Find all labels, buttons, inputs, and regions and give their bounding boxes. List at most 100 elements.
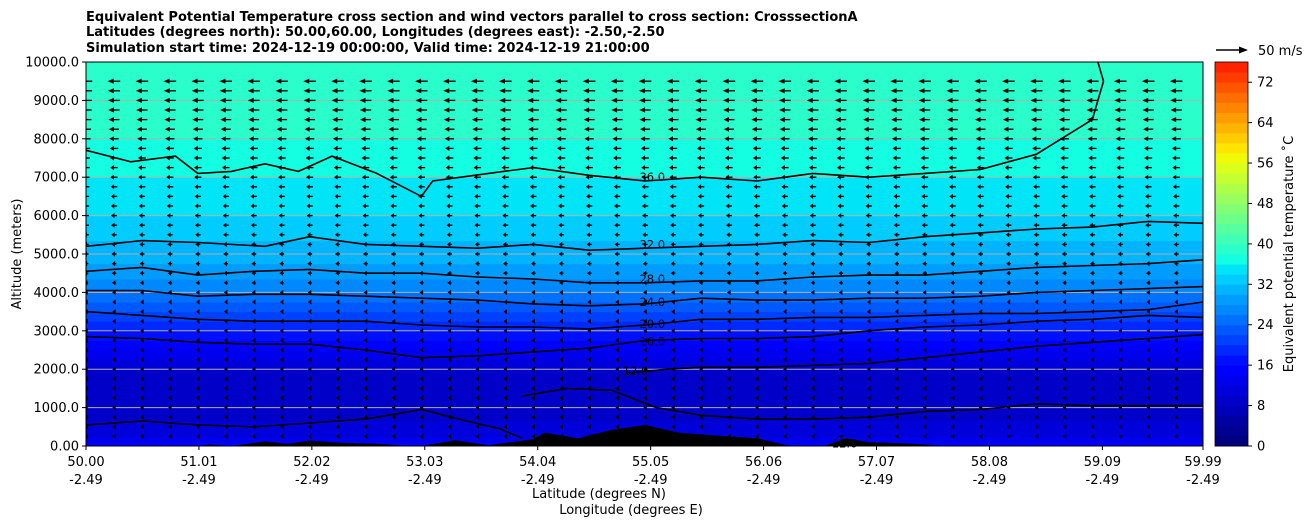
wind-vector: [783, 366, 787, 372]
wind-vector: [139, 280, 145, 286]
wind-vector: [587, 309, 591, 315]
vector-head: [166, 213, 171, 219]
wind-vector: [196, 376, 200, 382]
vector-head: [391, 433, 396, 439]
vector-head: [279, 347, 284, 353]
vector-head: [810, 261, 814, 267]
vector-head: [556, 126, 562, 132]
vector-head: [447, 347, 452, 353]
vector-head: [698, 241, 702, 247]
wind-vector: [978, 280, 983, 286]
wind-vector: [248, 117, 260, 123]
wind-vector: [585, 165, 593, 171]
wind-vector: [838, 241, 844, 247]
vector-head: [1060, 155, 1065, 161]
vector-head: [1174, 357, 1178, 363]
wind-vector: [1034, 395, 1039, 401]
wind-vector: [976, 165, 985, 171]
theta-e-band: [86, 198, 1203, 201]
vector-head: [1114, 97, 1121, 103]
wind-vector: [727, 347, 731, 353]
vector-head: [976, 174, 981, 180]
vector-head: [1058, 97, 1065, 103]
wind-vector: [475, 414, 480, 420]
wind-vector: [531, 376, 535, 382]
vector-head: [447, 289, 451, 295]
wind-vector: [474, 232, 481, 238]
vector-head: [1088, 174, 1093, 180]
wind-vector: [473, 174, 481, 180]
wind-vector: [753, 193, 761, 199]
wind-vector: [307, 433, 312, 439]
wind-vector: [136, 126, 147, 132]
vector-head: [224, 337, 228, 343]
wind-vector: [443, 78, 456, 84]
wind-vector: [615, 366, 619, 372]
wind-vector: [611, 117, 623, 123]
wind-vector: [922, 270, 927, 276]
vector-head: [754, 232, 758, 238]
vector-head: [446, 251, 451, 257]
wind-vector: [446, 213, 453, 219]
wind-vector: [697, 184, 705, 190]
wind-vector: [1146, 337, 1150, 343]
wind-vector: [112, 289, 116, 295]
wind-vector: [838, 280, 843, 286]
vector-head: [335, 270, 339, 276]
vector-head: [1006, 299, 1011, 305]
wind-vector: [949, 203, 956, 209]
wind-vector: [811, 405, 815, 411]
wind-vector: [1062, 261, 1067, 267]
vector-head: [922, 385, 927, 391]
vector-head: [81, 127, 86, 132]
vector-head: [1062, 433, 1067, 439]
vector-head: [866, 376, 871, 382]
vector-head: [447, 405, 452, 411]
wind-vector: [1118, 395, 1123, 401]
wind-vector: [1146, 433, 1150, 439]
wind-vector: [950, 366, 955, 372]
wind-vector: [304, 117, 316, 123]
wind-vector: [557, 174, 565, 180]
wind-vector: [136, 97, 148, 103]
wind-vector: [363, 251, 369, 257]
wind-vector: [362, 193, 369, 199]
vector-head: [864, 145, 869, 151]
vector-head: [419, 357, 424, 363]
vector-head: [1118, 337, 1123, 343]
vector-head: [1006, 424, 1011, 430]
vector-head: [894, 309, 899, 315]
wind-vector: [615, 318, 619, 324]
wind-vector: [277, 145, 286, 151]
vector-head: [359, 97, 366, 103]
vector-head: [361, 174, 366, 180]
wind-vector: [363, 357, 368, 363]
vector-head: [666, 78, 673, 84]
vector-head: [168, 366, 172, 372]
wind-vector: [362, 184, 369, 190]
wind-vector: [390, 184, 397, 190]
wind-vector: [838, 270, 844, 276]
vector-head: [140, 328, 144, 334]
wind-vector: [1116, 165, 1125, 171]
vector-head: [475, 280, 479, 286]
vector-head: [140, 357, 144, 363]
vector-head: [250, 203, 255, 209]
vector-head: [950, 270, 954, 276]
vector-head: [670, 261, 675, 267]
vector-head: [866, 347, 871, 353]
wind-vector: [638, 88, 652, 94]
vector-head: [643, 309, 647, 315]
vector-head: [418, 222, 422, 228]
vector-head: [447, 337, 452, 343]
vector-head: [1146, 280, 1150, 286]
vector-head: [671, 299, 675, 305]
vector-head: [1034, 261, 1038, 267]
wind-vector: [222, 203, 229, 209]
vector-head: [1002, 78, 1009, 84]
vector-head: [750, 78, 757, 84]
wind-vector: [1090, 357, 1095, 363]
vector-head: [333, 165, 338, 171]
wind-vector: [530, 193, 537, 199]
wind-vector: [727, 385, 731, 391]
